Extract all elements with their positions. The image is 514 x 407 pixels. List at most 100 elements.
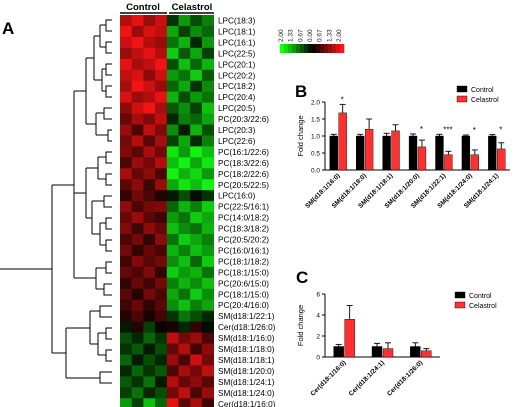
heatmap-cell — [143, 179, 156, 191]
scale-swatch — [284, 44, 289, 53]
heatmap-cell — [201, 365, 214, 377]
row-label: LPC(18:1) — [218, 27, 256, 36]
heatmap-cell — [131, 91, 144, 103]
row-label: PC(20:5/22:5) — [218, 181, 269, 190]
heatmap-cell — [143, 288, 156, 301]
heatmap-cell — [166, 36, 179, 49]
heatmap-cell — [131, 299, 144, 312]
heatmap-cell — [155, 124, 168, 136]
heatmap-cell — [166, 47, 179, 60]
heatmap-cell — [201, 288, 214, 301]
scale-swatch — [320, 44, 325, 53]
heatmap-cell — [166, 376, 179, 388]
heatmap-cell — [131, 201, 144, 213]
row-label: PC(18:3/18:2) — [218, 225, 269, 234]
heatmap-cell — [120, 102, 133, 114]
heatmap-cell — [143, 58, 156, 71]
x-tick-label: Cer(d18:1/26:0) — [386, 359, 424, 397]
y-tick-label: 2.0 — [311, 100, 320, 107]
heatmap-cell — [143, 234, 156, 246]
row-label: LPC(20:5) — [218, 104, 256, 113]
heatmap-cell — [120, 234, 133, 246]
heatmap-cell — [178, 234, 191, 246]
heatmap-cell — [190, 157, 203, 169]
bar — [333, 346, 344, 358]
bar — [435, 135, 444, 171]
heatmap-cell — [190, 102, 203, 114]
row-label: PC(18:1/15:0) — [218, 268, 269, 277]
heatmap-cell — [143, 244, 156, 257]
heatmap-cell — [178, 398, 191, 407]
heatmap — [120, 15, 214, 407]
heatmap-cell — [143, 113, 156, 125]
bar — [338, 112, 347, 171]
heatmap-cell — [166, 321, 179, 333]
heatmap-cell — [155, 168, 168, 180]
scale-swatch — [328, 44, 333, 53]
heatmap-cell — [201, 387, 214, 399]
row-label: SM(d18:1/18:1) — [218, 356, 275, 365]
heatmap-cell — [155, 277, 168, 290]
heatmap-cell — [131, 223, 144, 235]
heatmap-row-labels: LPC(18:3)LPC(18:1) LPC(16:1) LPC(22:5) LPC(… — [218, 17, 276, 407]
heatmap-cell — [131, 277, 144, 290]
y-tick-label: 1.0 — [311, 134, 320, 141]
heatmap-cell — [131, 212, 144, 224]
heatmap-cell — [166, 102, 179, 114]
heatmap-cell — [166, 398, 179, 407]
y-tick-label: 4 — [316, 313, 320, 320]
heatmap-cell — [166, 288, 179, 301]
scale-tick-label: 1.33 — [288, 29, 295, 42]
heatmap-cell — [131, 376, 144, 388]
row-label: SM(d18:1/24:0) — [218, 389, 275, 398]
scale-swatch — [296, 44, 301, 53]
heatmap-cell — [131, 69, 144, 82]
heatmap-cell — [143, 255, 156, 268]
heatmap-cell — [190, 69, 203, 82]
bar — [382, 135, 391, 171]
y-tick-label: 2 — [316, 334, 320, 341]
scale-swatch — [308, 44, 313, 53]
heatmap-cell — [143, 36, 156, 49]
heatmap-cell — [190, 277, 203, 290]
row-label: PC(14:0/18:2) — [218, 214, 269, 223]
heatmap-cell — [166, 277, 179, 290]
heatmap-cell — [120, 201, 133, 213]
heatmap-cell — [201, 266, 214, 279]
heatmap-cell — [120, 15, 133, 27]
scale-swatch — [300, 44, 305, 53]
y-axis-label: Fold change — [296, 115, 305, 156]
heatmap-cell — [190, 201, 203, 213]
heatmap-cell — [201, 321, 214, 333]
heatmap-cell — [190, 91, 203, 103]
heatmap-cell — [143, 124, 156, 136]
heatmap-cell — [201, 25, 214, 38]
heatmap-cell — [143, 47, 156, 60]
heatmap-cell — [190, 80, 203, 93]
heatmap-cell — [131, 25, 144, 38]
heatmap-cell — [166, 299, 179, 312]
heatmap-cell — [166, 80, 179, 93]
scale-swatch — [340, 44, 345, 53]
heatmap-cell — [190, 343, 203, 355]
heatmap-cell — [166, 255, 179, 268]
heatmap-cell — [166, 124, 179, 136]
row-label: SM(d18:1/24:1) — [218, 378, 275, 387]
heatmap-cell — [120, 299, 133, 312]
heatmap-cell — [120, 47, 133, 60]
heatmap-cell — [201, 102, 214, 114]
heatmap-cell — [131, 113, 144, 125]
bar — [391, 130, 400, 171]
heatmap-cell — [155, 58, 168, 71]
heatmap-cell — [131, 244, 144, 257]
heatmap-cell — [201, 179, 214, 191]
heatmap-cell — [120, 25, 133, 38]
heatmap-cell — [131, 398, 144, 407]
x-tick-label: Cer(d18:1/16:0) — [309, 359, 347, 397]
significance-mark: * — [341, 95, 344, 104]
heatmap-cell — [120, 212, 133, 224]
heatmap-cell — [143, 80, 156, 93]
heatmap-cell — [143, 25, 156, 38]
row-label: PC(16:0/16:1) — [218, 246, 269, 255]
